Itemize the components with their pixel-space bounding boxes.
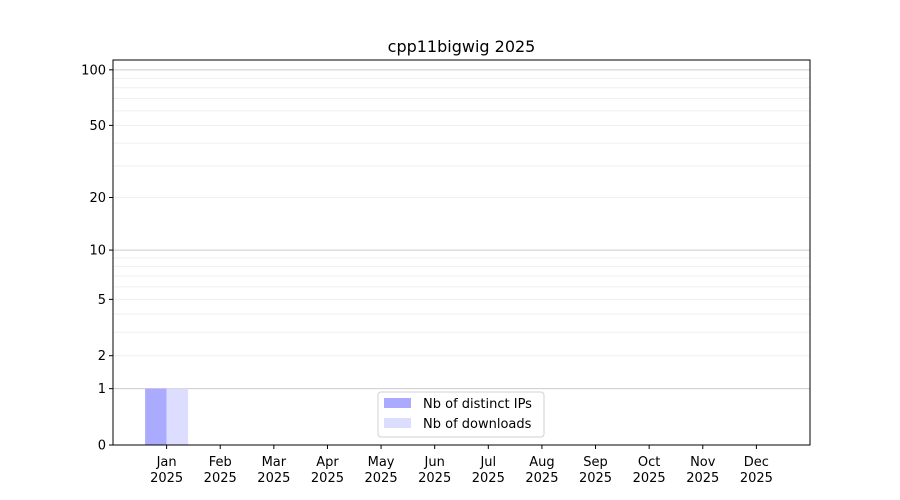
x-tick-label: Jul 2025 bbox=[472, 455, 505, 486]
legend-swatch bbox=[384, 398, 411, 408]
bar-distinct-ips bbox=[145, 388, 167, 445]
legend: Nb of distinct IPs Nb of downloads bbox=[377, 391, 545, 438]
y-tick-label: 5 bbox=[98, 293, 106, 308]
y-axis: 0 1 2 5 10 20 50 100 bbox=[81, 63, 113, 454]
y-tick-label: 2 bbox=[98, 349, 106, 364]
x-tick-label: Apr 2025 bbox=[311, 455, 344, 486]
chart-title: cpp11bigwig 2025 bbox=[388, 37, 536, 56]
x-tick-label: Mar 2025 bbox=[257, 455, 290, 486]
legend-label: Nb of downloads bbox=[423, 417, 532, 432]
y-tick-label: 1 bbox=[98, 382, 106, 397]
legend-label: Nb of distinct IPs bbox=[423, 397, 532, 412]
grid bbox=[113, 69, 810, 390]
plot-frame bbox=[112, 59, 811, 446]
x-tick-label: Nov 2025 bbox=[686, 455, 719, 486]
legend-swatch bbox=[384, 418, 411, 428]
y-tick-label: 50 bbox=[89, 119, 106, 134]
x-tick-label: Feb 2025 bbox=[204, 455, 237, 486]
bars bbox=[145, 388, 189, 445]
y-tick-label: 100 bbox=[81, 63, 106, 78]
y-tick-label: 10 bbox=[89, 244, 106, 259]
y-tick-label: 0 bbox=[98, 439, 106, 454]
x-tick-label: Sep 2025 bbox=[579, 455, 612, 486]
x-axis: Jan 2025 Feb 2025 Mar 2025 Apr 2025 May 2025 Jun 20… bbox=[150, 445, 773, 486]
x-tick-label: May 2025 bbox=[365, 455, 398, 486]
x-tick-label: Oct 2025 bbox=[633, 455, 666, 486]
legend-box bbox=[377, 391, 545, 438]
x-tick-label: Aug 2025 bbox=[525, 455, 558, 486]
x-tick-label: Dec 2025 bbox=[740, 455, 773, 486]
y-tick-label: 20 bbox=[89, 191, 106, 206]
x-tick-label: Jan 2025 bbox=[150, 455, 183, 486]
bar-downloads bbox=[166, 388, 189, 445]
x-tick-label: Jun 2025 bbox=[418, 455, 451, 486]
